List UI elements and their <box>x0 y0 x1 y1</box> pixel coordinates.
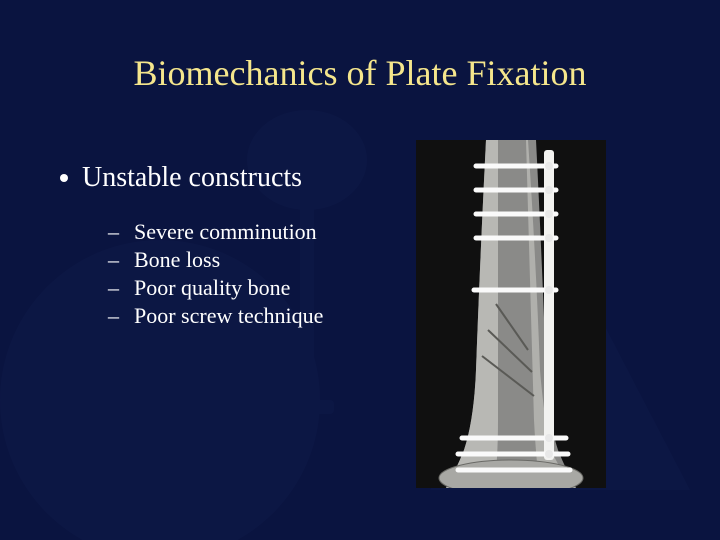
bullet-dot-icon <box>60 174 68 182</box>
sub-bullet-text: Bone loss <box>134 247 220 272</box>
main-bullet: Unstable constructs <box>60 162 302 194</box>
sub-bullet-text: Severe comminution <box>134 219 317 244</box>
sub-bullet-text: Poor quality bone <box>134 275 290 300</box>
sub-bullet-item: –Poor screw technique <box>108 302 323 330</box>
dash-icon: – <box>108 218 134 246</box>
sub-bullet-item: –Severe comminution <box>108 218 323 246</box>
dash-icon: – <box>108 274 134 302</box>
sub-bullet-list: –Severe comminution –Bone loss –Poor qua… <box>108 218 323 331</box>
dash-icon: – <box>108 302 134 330</box>
sub-bullet-text: Poor screw technique <box>134 303 323 328</box>
xray-image <box>416 140 606 488</box>
dash-icon: – <box>108 246 134 274</box>
slide-title: Biomechanics of Plate Fixation <box>0 52 720 94</box>
sub-bullet-item: –Bone loss <box>108 246 323 274</box>
sub-bullet-item: –Poor quality bone <box>108 274 323 302</box>
main-bullet-text: Unstable constructs <box>82 162 302 193</box>
